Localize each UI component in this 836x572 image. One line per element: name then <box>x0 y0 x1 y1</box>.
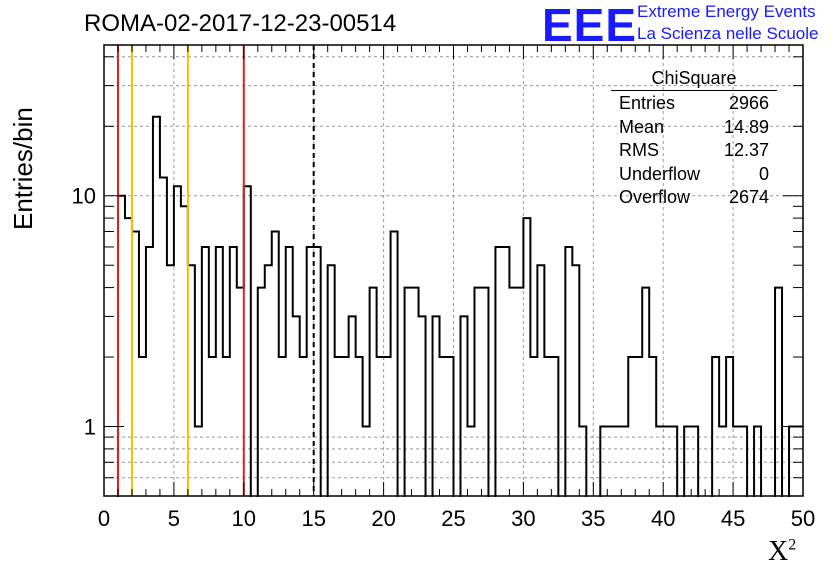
stat-value: 2674 <box>728 187 769 207</box>
x-tick-label: 40 <box>651 506 675 531</box>
stat-label: Mean <box>619 116 665 137</box>
stat-label: Underflow <box>619 163 701 184</box>
y-tick-label: 10 <box>72 184 96 209</box>
stat-value: 14.89 <box>723 116 769 137</box>
x-tick-label: 45 <box>721 506 745 531</box>
x-tick-label: 30 <box>511 506 535 531</box>
x-tick-label: 0 <box>98 506 110 531</box>
eee-logo: EEE <box>542 0 638 51</box>
stat-label: Entries <box>619 93 676 113</box>
x-tick-label: 50 <box>791 506 815 531</box>
stat-row-overflow: Overflow 2674 <box>611 185 777 209</box>
x-tick-label: 15 <box>301 506 325 531</box>
x-tick-label: 20 <box>371 506 395 531</box>
stat-row-underflow: Underflow 0 <box>611 162 777 186</box>
logo-line-1: Extreme Energy Events <box>637 2 816 21</box>
stat-value: 12.37 <box>723 140 769 160</box>
below-axis-mask <box>102 497 805 572</box>
stat-row-rms: RMS 12.37 <box>611 138 777 162</box>
y-tick-label: 1 <box>84 415 96 440</box>
stat-label: RMS <box>619 140 659 160</box>
chart-title: ROMA-02-2017-12-23-00514 <box>84 10 397 37</box>
stat-row-entries: Entries 2966 <box>611 91 777 115</box>
y-axis-label: Entries/bin <box>8 107 38 230</box>
x-tick-label: 25 <box>441 506 465 531</box>
x-axis-label-text: X <box>768 536 789 567</box>
x-tick-label: 35 <box>581 506 605 531</box>
x-axis-label-sup: 2 <box>788 536 797 554</box>
stats-title: ChiSquare <box>611 66 777 91</box>
stat-value: 2966 <box>728 93 769 113</box>
stat-label: Overflow <box>619 187 691 207</box>
stats-box: ChiSquare Entries 2966 Mean 14.89 RMS 12… <box>611 66 777 209</box>
stat-row-mean: Mean 14.89 <box>611 115 777 139</box>
stat-value: 0 <box>758 163 769 184</box>
x-axis-label: X2 <box>768 536 796 568</box>
x-tick-label: 10 <box>232 506 256 531</box>
x-tick-label: 5 <box>168 506 180 531</box>
logo-line-2: La Scienza nelle Scuole <box>637 24 819 43</box>
